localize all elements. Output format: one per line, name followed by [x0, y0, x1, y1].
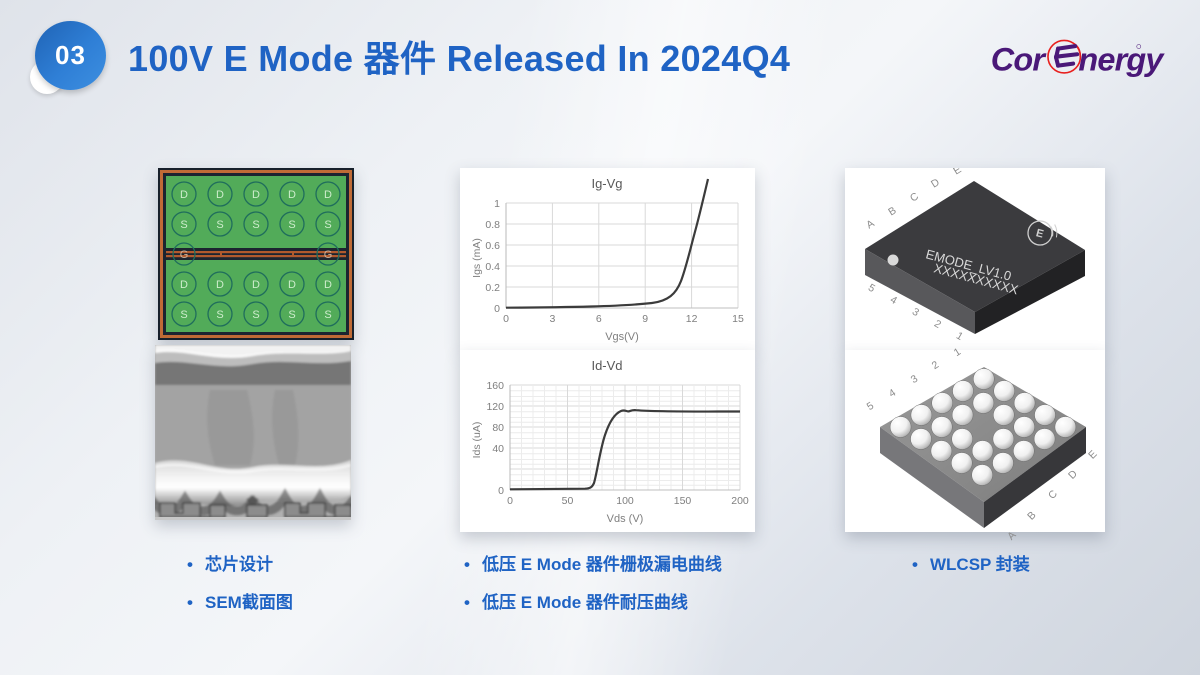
svg-text:Vds (V): Vds (V) [607, 513, 644, 525]
svg-text:3: 3 [549, 313, 555, 325]
svg-text:6: 6 [596, 313, 602, 325]
svg-text:D: D [252, 279, 260, 291]
svg-text:S: S [252, 219, 259, 231]
svg-text:G: G [324, 249, 333, 261]
svg-text:S: S [180, 309, 187, 321]
svg-text:Cor: Cor [991, 41, 1048, 77]
svg-text:Id-Vd: Id-Vd [591, 358, 622, 373]
svg-text:100: 100 [616, 495, 634, 507]
svg-text:0: 0 [494, 303, 500, 315]
svg-text:S: S [216, 219, 223, 231]
svg-text:15: 15 [732, 313, 744, 325]
svg-text:Igs (mA): Igs (mA) [471, 238, 483, 278]
svg-text:0: 0 [503, 313, 509, 325]
svg-text:12: 12 [686, 313, 698, 325]
svg-text:40: 40 [492, 443, 504, 455]
svg-text:D: D [180, 279, 188, 291]
svg-text:D: D [324, 279, 332, 291]
svg-text:S: S [288, 219, 295, 231]
svg-text:D: D [288, 189, 296, 201]
svg-text:nergy: nergy [1078, 41, 1165, 77]
svg-text:S: S [324, 309, 331, 321]
svg-text:0: 0 [498, 485, 504, 497]
svg-text:S: S [216, 309, 223, 321]
svg-text:D: D [216, 189, 224, 201]
svg-text:S: S [180, 219, 187, 231]
svg-text:S: S [288, 309, 295, 321]
svg-text:S: S [252, 309, 259, 321]
svg-text:Ig-Vg: Ig-Vg [591, 176, 622, 191]
svg-text:0.2: 0.2 [485, 282, 500, 294]
svg-text:D: D [288, 279, 296, 291]
svg-text:D: D [252, 189, 260, 201]
svg-text:150: 150 [674, 495, 692, 507]
svg-text:200: 200 [731, 495, 749, 507]
svg-text:Ids (uA): Ids (uA) [471, 422, 483, 459]
svg-text:160: 160 [486, 380, 504, 392]
svg-text:0.4: 0.4 [485, 261, 500, 273]
svg-text:D: D [180, 189, 188, 201]
svg-text:Vgs(V): Vgs(V) [605, 331, 639, 343]
svg-text:50: 50 [562, 495, 574, 507]
svg-text:G: G [180, 249, 189, 261]
svg-text:0.8: 0.8 [485, 219, 500, 231]
svg-text:1: 1 [494, 198, 500, 210]
svg-text:D: D [324, 189, 332, 201]
svg-text:9: 9 [642, 313, 648, 325]
svg-text:0.6: 0.6 [485, 240, 500, 252]
svg-text:120: 120 [486, 401, 504, 413]
svg-text:80: 80 [492, 422, 504, 434]
svg-text:0: 0 [507, 495, 513, 507]
svg-text:S: S [324, 219, 331, 231]
svg-text:D: D [216, 279, 224, 291]
